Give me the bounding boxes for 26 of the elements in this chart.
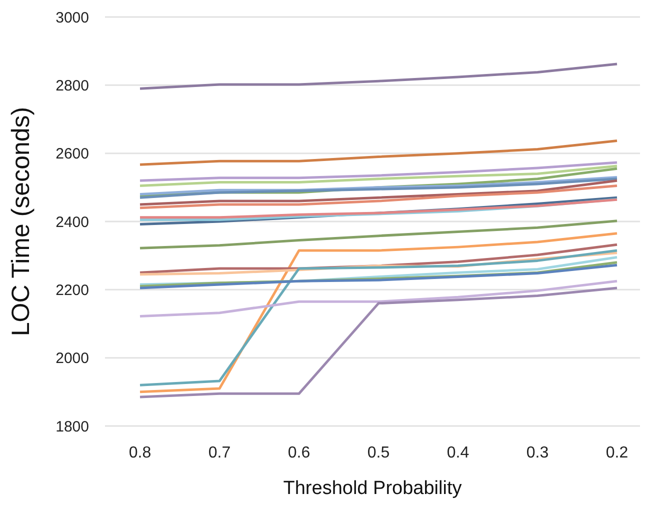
line-series xyxy=(138,62,618,90)
y-tick-label: 2200 xyxy=(56,282,89,299)
line-series xyxy=(138,161,618,182)
x-tick-label: 0.4 xyxy=(446,444,470,462)
y-tick-label: 2600 xyxy=(56,146,89,163)
x-tick-label: 0.2 xyxy=(606,444,628,462)
line-series xyxy=(138,280,618,318)
line-series xyxy=(138,164,618,187)
y-tick-label: 2400 xyxy=(56,214,89,231)
y-tick-label: 2000 xyxy=(56,350,89,368)
line-series xyxy=(138,179,618,206)
line-series xyxy=(138,178,618,199)
y-tick-label: 3000 xyxy=(56,9,89,26)
x-tick-label: 0.6 xyxy=(288,444,310,462)
x-tick-label: 0.5 xyxy=(367,444,390,462)
x-tick-label: 0.3 xyxy=(526,444,549,462)
line-series xyxy=(138,286,618,398)
x-tick-label: 0.7 xyxy=(208,444,231,462)
y-axis-title: LOC Time (seconds) xyxy=(6,106,35,336)
x-tick-label: 0.8 xyxy=(128,444,152,462)
line-series xyxy=(138,220,618,250)
x-axis-title: Threshold Probability xyxy=(283,478,462,499)
y-tick-label: 2800 xyxy=(56,77,89,94)
line-series xyxy=(138,139,618,166)
line-series xyxy=(138,184,618,210)
y-tick-label: 1800 xyxy=(56,418,89,436)
